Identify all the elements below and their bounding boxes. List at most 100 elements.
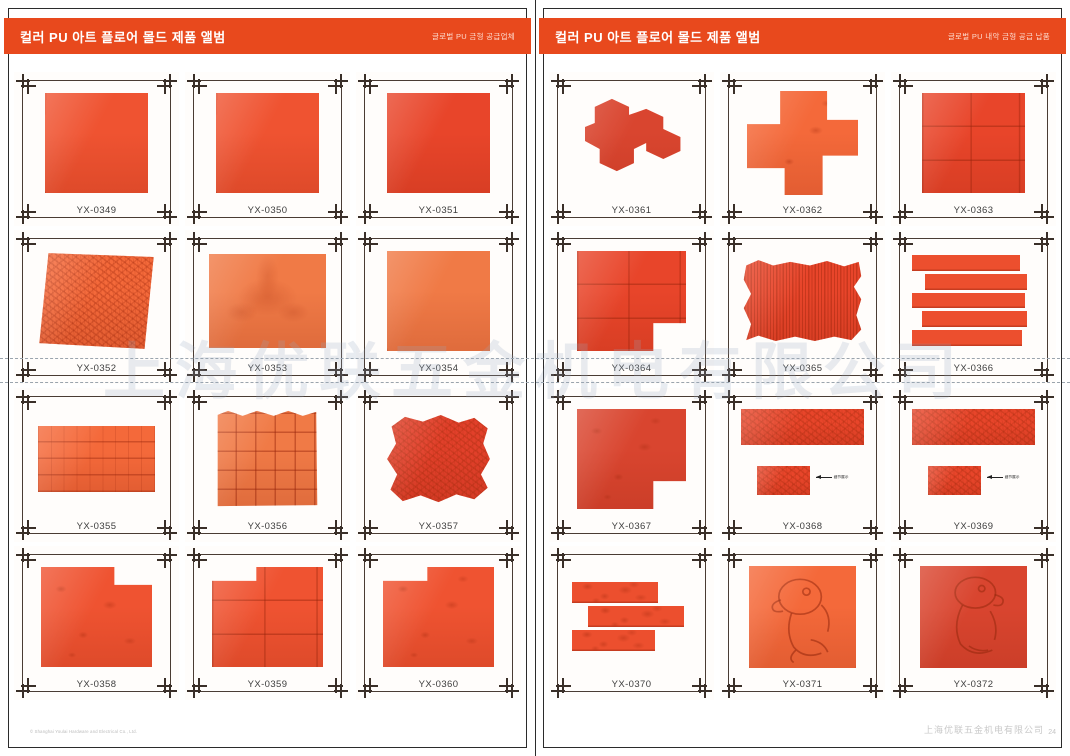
detail-callout: 细节展示	[815, 474, 849, 480]
mould-plank	[924, 274, 1028, 290]
mould-shape	[217, 410, 318, 507]
cell-frame	[22, 396, 171, 534]
cell-frame	[728, 238, 877, 376]
mould-shape	[576, 250, 687, 352]
mould-shape: 细节展示	[907, 402, 1040, 516]
fret-corner-ornament	[187, 232, 207, 252]
product-cell[interactable]: YX-0370	[549, 546, 714, 700]
mould-plank	[912, 292, 1025, 309]
product-code: YX-0357	[418, 521, 459, 532]
product-cell[interactable]: YX-0359	[185, 546, 350, 700]
cell-frame	[899, 80, 1048, 218]
header-subtitle-right: 글로벌 PU 내악 금형 공급 납품	[947, 31, 1050, 41]
product-code: YX-0363	[953, 205, 994, 216]
product-image	[201, 86, 334, 200]
mould-shape	[37, 425, 156, 493]
product-code: YX-0349	[76, 205, 117, 216]
fret-corner-ornament	[893, 548, 913, 568]
product-cell[interactable]: YX-0365	[720, 230, 885, 384]
product-code: YX-0350	[247, 205, 288, 216]
product-cell[interactable]: YX-0354	[356, 230, 521, 384]
product-image	[565, 86, 698, 200]
product-cell[interactable]: YX-0350	[185, 72, 350, 226]
product-cell[interactable]: YX-0367	[549, 388, 714, 542]
product-cell[interactable]: YX-0362	[720, 72, 885, 226]
product-image	[736, 244, 869, 358]
mould-shape	[571, 581, 692, 653]
product-code: YX-0367	[611, 521, 652, 532]
product-image	[907, 86, 1040, 200]
product-cell[interactable]: YX-0372	[891, 546, 1056, 700]
mould-shape	[387, 414, 490, 503]
product-code: YX-0368	[782, 521, 823, 532]
product-image	[565, 402, 698, 516]
fret-corner-ornament	[187, 74, 207, 94]
product-image	[907, 560, 1040, 674]
product-cell[interactable]: YX-0351	[356, 72, 521, 226]
product-cell[interactable]: YX-0360	[356, 546, 521, 700]
product-grid-right: YX-0361 YX-0362 YX-0363 YX-0364 YX-0365 YX-03…	[549, 72, 1056, 700]
product-cell[interactable]: YX-0364	[549, 230, 714, 384]
footer-note-left: © Shanghai Youlai Hardware and Electrica…	[30, 729, 138, 734]
product-code: YX-0362	[782, 205, 823, 216]
cell-frame	[193, 396, 342, 534]
fret-corner-ornament	[722, 390, 742, 410]
product-cell[interactable]: YX-0349	[14, 72, 179, 226]
product-code: YX-0365	[782, 363, 823, 374]
product-image	[30, 244, 163, 358]
fret-corner-ornament	[358, 232, 378, 252]
product-image	[201, 402, 334, 516]
fret-corner-ornament	[16, 548, 36, 568]
product-cell[interactable]: YX-0366	[891, 230, 1056, 384]
mould-detail-swatch	[928, 465, 982, 496]
product-code: YX-0352	[76, 363, 117, 374]
product-image	[30, 86, 163, 200]
product-image	[30, 560, 163, 674]
mould-shape	[746, 90, 859, 196]
mould-main-strip	[912, 408, 1035, 446]
product-image	[736, 86, 869, 200]
product-cell[interactable]: 细节展示 YX-0368	[720, 388, 885, 542]
cell-frame	[557, 396, 706, 534]
fret-corner-ornament	[551, 232, 571, 252]
product-code: YX-0356	[247, 521, 288, 532]
product-image	[372, 560, 505, 674]
product-image	[30, 402, 163, 516]
cell-frame	[193, 238, 342, 376]
product-code: YX-0366	[953, 363, 994, 374]
page-header-right: 컬러 PU 아트 플로어 몰드 제품 앨범 글로벌 PU 내악 금형 공급 납품	[539, 18, 1066, 54]
cell-frame	[364, 80, 513, 218]
product-image	[372, 244, 505, 358]
product-image	[907, 244, 1040, 358]
cell-frame	[364, 238, 513, 376]
callout-arrow-icon	[815, 474, 832, 479]
product-cell[interactable]: YX-0353	[185, 230, 350, 384]
fret-corner-ornament	[16, 232, 36, 252]
product-code: YX-0369	[953, 521, 994, 532]
fret-corner-ornament	[551, 74, 571, 94]
fret-corner-ornament	[893, 232, 913, 252]
product-cell[interactable]: YX-0358	[14, 546, 179, 700]
mould-shape	[743, 260, 862, 342]
cell-frame	[728, 554, 877, 692]
header-subtitle-left: 글로벌 PU 금형 공급업체	[432, 31, 515, 41]
product-cell[interactable]: YX-0361	[549, 72, 714, 226]
product-cell[interactable]: YX-0356	[185, 388, 350, 542]
product-cell[interactable]: YX-0357	[356, 388, 521, 542]
catalog-page-right: 컬러 PU 아트 플로어 몰드 제품 앨범 글로벌 PU 내악 금형 공급 납품…	[535, 0, 1070, 756]
product-image	[372, 402, 505, 516]
product-cell[interactable]: YX-0352	[14, 230, 179, 384]
product-cell[interactable]: YX-0355	[14, 388, 179, 542]
cell-frame	[557, 80, 706, 218]
product-image	[201, 244, 334, 358]
cell-frame	[22, 80, 171, 218]
cell-frame	[899, 238, 1048, 376]
product-code: YX-0360	[418, 679, 459, 690]
callout-label: 细节展示	[1004, 474, 1020, 479]
product-cell[interactable]: YX-0371	[720, 546, 885, 700]
product-cell[interactable]: YX-0363	[891, 72, 1056, 226]
cell-frame	[364, 396, 513, 534]
cell-frame	[899, 396, 1048, 534]
product-cell[interactable]: 细节展示 YX-0369	[891, 388, 1056, 542]
